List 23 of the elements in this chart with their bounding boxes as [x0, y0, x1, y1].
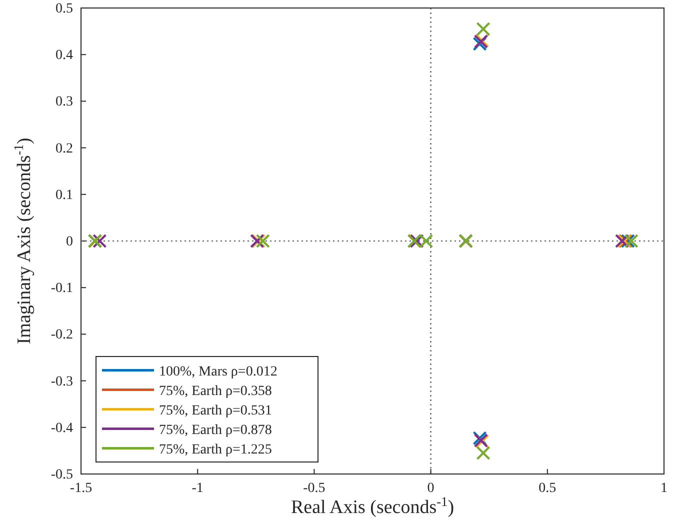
x-tick-label: -0.5 [303, 480, 326, 496]
x-tick-label: -1.5 [70, 480, 92, 496]
x-tick-label: -1 [192, 480, 204, 496]
y-tick-label: 0.4 [56, 48, 73, 64]
legend-label: 75%, Earth ρ=0.531 [159, 403, 272, 418]
legend-label: 75%, Earth ρ=0.878 [159, 422, 272, 438]
legend-label: 75%, Earth ρ=0.358 [159, 384, 272, 399]
legend-label: 75%, Earth ρ=1.225 [159, 442, 272, 458]
legend-label: 100%, Mars ρ=0.012 [159, 364, 278, 380]
x-tick-label: 0.5 [538, 480, 556, 496]
y-tick-label: -0.1 [50, 281, 73, 296]
y-tick-label: -0.4 [50, 420, 73, 436]
y-tick-label: -0.5 [50, 467, 73, 482]
y-tick-label: 0.3 [56, 94, 73, 110]
y-tick-label: -0.2 [50, 328, 73, 343]
x-axis-title: Real Axis (seconds$^{-1}$) [290, 494, 454, 518]
x-tick-label: 1 [660, 480, 668, 496]
y-tick-label: 0.2 [56, 141, 73, 156]
x-tick-label: 0 [427, 480, 434, 496]
y-tick-label: 0 [66, 234, 73, 250]
y-tick-label: 0.1 [56, 188, 73, 203]
y-tick-label: -0.3 [50, 374, 73, 390]
y-tick-label: 0.5 [56, 1, 73, 16]
